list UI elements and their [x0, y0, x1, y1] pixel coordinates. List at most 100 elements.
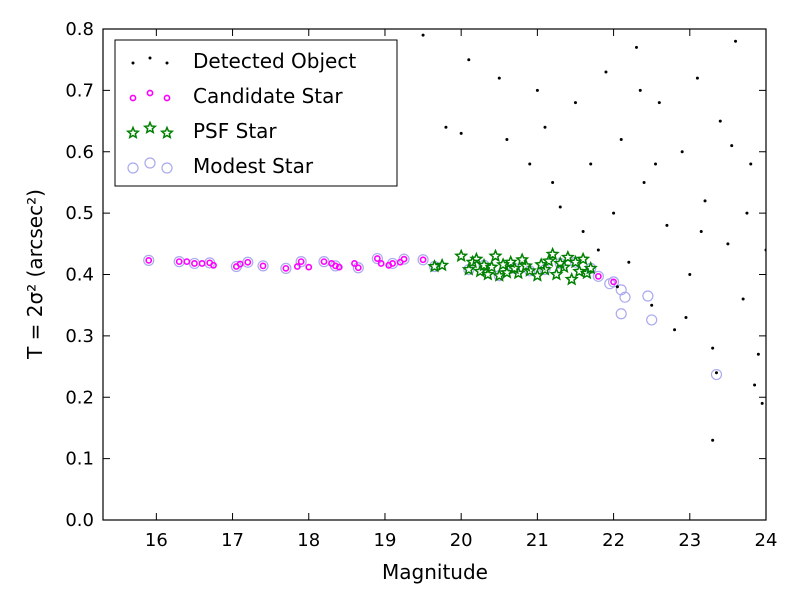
legend-marker [144, 157, 156, 169]
data-point [688, 273, 692, 276]
data-point [354, 264, 362, 272]
legend-marker [148, 56, 152, 60]
x-tick-label: 23 [678, 530, 701, 551]
data-point [476, 257, 492, 272]
data-point [558, 205, 562, 209]
data-point [576, 251, 591, 266]
data-point [703, 199, 707, 203]
x-tick-label: 21 [526, 530, 549, 551]
data-point [484, 259, 499, 274]
data-point [543, 125, 547, 129]
y-tick-label: 0.3 [65, 326, 94, 347]
data-point [714, 371, 718, 375]
x-tick-label: 20 [450, 530, 473, 551]
data-point [389, 260, 396, 267]
data-point [634, 45, 638, 49]
data-point [646, 314, 658, 326]
data-point [665, 223, 669, 227]
legend-label: Candidate Star [193, 84, 343, 108]
data-point [589, 162, 593, 166]
data-point [699, 230, 703, 234]
data-point [259, 262, 267, 270]
series-candidate-star [145, 255, 617, 286]
series-modest-star [143, 252, 723, 381]
data-point [711, 438, 715, 442]
data-point [615, 308, 627, 320]
legend-marker [131, 61, 135, 65]
data-point [244, 258, 252, 266]
y-tick-label: 0.1 [65, 449, 94, 470]
data-point [417, 254, 429, 266]
axis-ticks: 16 17 18 19 20 21 22 23 24 0.0 0.1 0.2 0.3 0.4 0.5 0.6 0… [65, 19, 777, 551]
data-point [461, 262, 476, 276]
data-point [318, 256, 330, 268]
data-point [469, 251, 484, 266]
data-point [583, 260, 598, 275]
data-point [295, 256, 307, 268]
data-point [741, 297, 745, 301]
data-point [173, 256, 185, 268]
data-point [242, 256, 254, 268]
data-point [551, 180, 555, 184]
data-point [377, 260, 385, 267]
series-psf-star [427, 246, 598, 286]
y-axis-label: T = 2σ² (arcsec²) [23, 189, 47, 360]
data-point [293, 263, 301, 270]
data-point [695, 76, 699, 80]
data-point [332, 262, 339, 270]
y-tick-label: 0.4 [65, 265, 94, 286]
y-tick-label: 0.5 [65, 203, 94, 224]
legend-marker [165, 61, 169, 65]
data-point [654, 162, 657, 166]
y-tick-label: 0.8 [65, 19, 94, 40]
data-point [352, 262, 364, 274]
data-point [522, 263, 537, 277]
data-point [188, 257, 201, 270]
legend-marker [125, 125, 141, 140]
data-point [726, 242, 730, 246]
data-point [673, 328, 677, 332]
data-point [619, 137, 623, 141]
legend-entry: Detected Object [131, 49, 356, 73]
data-point [297, 258, 305, 266]
data-point [496, 257, 511, 271]
x-tick-label: 17 [221, 530, 244, 551]
legend-marker [159, 125, 175, 140]
data-point [305, 263, 313, 271]
data-point [335, 263, 343, 271]
data-point [373, 255, 381, 262]
legend-marker [161, 162, 173, 174]
data-point [499, 265, 514, 279]
data-point [400, 255, 408, 263]
data-point [710, 368, 723, 381]
legend-marker [163, 94, 171, 102]
data-point [572, 263, 587, 278]
data-point [564, 271, 579, 286]
data-point [535, 88, 539, 92]
data-point [488, 248, 503, 263]
data-point [619, 291, 631, 303]
data-point [604, 70, 608, 74]
data-point [760, 401, 764, 405]
data-point [473, 263, 488, 278]
legend-label: PSF Star [193, 119, 277, 143]
legend-marker [146, 89, 154, 97]
data-point [282, 264, 290, 272]
data-point [594, 272, 602, 280]
data-point [581, 230, 585, 234]
data-point [657, 101, 661, 105]
x-tick-label: 24 [755, 530, 778, 551]
data-point [560, 249, 575, 264]
data-point [421, 33, 425, 37]
legend-entry: PSF Star [125, 119, 277, 143]
data-point [749, 162, 753, 166]
data-point [459, 131, 463, 135]
data-point [183, 258, 191, 266]
x-tick-label: 19 [374, 530, 397, 551]
data-point [351, 260, 358, 267]
legend-entry: Candidate Star [129, 84, 343, 108]
data-point [642, 180, 646, 184]
data-point [711, 346, 715, 350]
data-point [642, 290, 654, 302]
